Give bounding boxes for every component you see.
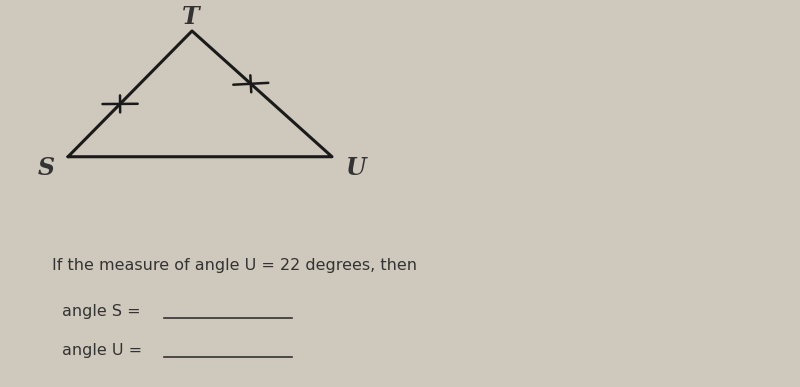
- Text: angle S =: angle S =: [62, 304, 146, 319]
- Text: If the measure of angle U = 22 degrees, then: If the measure of angle U = 22 degrees, …: [52, 258, 417, 272]
- Text: angle U =: angle U =: [62, 343, 148, 358]
- Text: S: S: [38, 156, 55, 180]
- Text: T: T: [182, 5, 199, 29]
- Text: U: U: [345, 156, 366, 180]
